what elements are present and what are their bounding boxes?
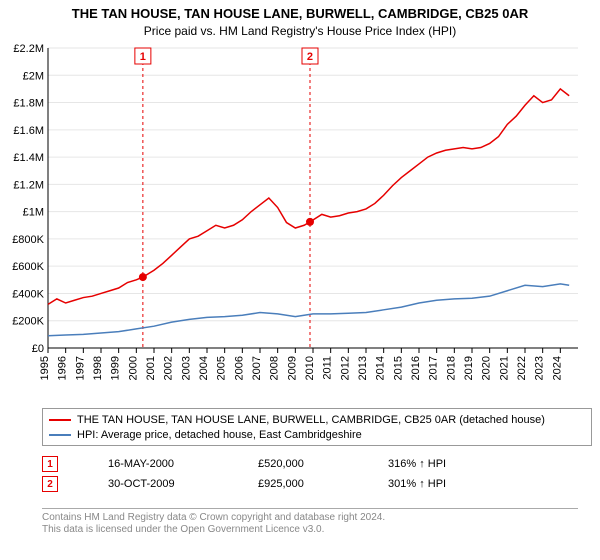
- svg-text:1995: 1995: [39, 356, 51, 380]
- svg-text:£1.6M: £1.6M: [13, 125, 44, 137]
- svg-text:£200K: £200K: [12, 316, 44, 328]
- svg-text:2020: 2020: [481, 356, 493, 380]
- svg-text:2019: 2019: [463, 356, 475, 380]
- sale-price: £520,000: [258, 458, 338, 470]
- footer-line1: Contains HM Land Registry data © Crown c…: [42, 512, 578, 524]
- svg-text:2008: 2008: [269, 356, 281, 380]
- svg-text:2: 2: [307, 51, 313, 63]
- svg-text:2012: 2012: [339, 356, 351, 380]
- svg-text:1999: 1999: [110, 356, 122, 380]
- svg-text:£1.2M: £1.2M: [13, 179, 44, 191]
- svg-text:2001: 2001: [145, 356, 157, 380]
- svg-text:2018: 2018: [445, 356, 457, 380]
- sale-marker: 2: [42, 476, 58, 492]
- chart-subtitle: Price paid vs. HM Land Registry's House …: [0, 24, 600, 38]
- svg-text:2010: 2010: [304, 356, 316, 380]
- chart-title: THE TAN HOUSE, TAN HOUSE LANE, BURWELL, …: [0, 6, 600, 21]
- svg-text:2021: 2021: [498, 356, 510, 380]
- svg-text:1998: 1998: [92, 356, 104, 380]
- sale-pct: 301% ↑ HPI: [388, 478, 446, 490]
- svg-text:2005: 2005: [216, 356, 228, 380]
- svg-text:1997: 1997: [74, 356, 86, 380]
- svg-text:2011: 2011: [322, 356, 334, 380]
- legend-item: THE TAN HOUSE, TAN HOUSE LANE, BURWELL, …: [49, 412, 585, 427]
- svg-text:£2M: £2M: [23, 70, 44, 82]
- legend: THE TAN HOUSE, TAN HOUSE LANE, BURWELL, …: [42, 408, 592, 446]
- sale-price: £925,000: [258, 478, 338, 490]
- footer: Contains HM Land Registry data © Crown c…: [42, 508, 578, 536]
- svg-text:£1.4M: £1.4M: [13, 152, 44, 164]
- svg-text:1996: 1996: [57, 356, 69, 380]
- svg-text:£1.8M: £1.8M: [13, 98, 44, 110]
- sale-date: 30-OCT-2009: [108, 478, 208, 490]
- svg-text:1: 1: [140, 51, 146, 63]
- svg-text:2006: 2006: [233, 356, 245, 380]
- sale-date: 16-MAY-2000: [108, 458, 208, 470]
- svg-text:2023: 2023: [534, 356, 546, 380]
- svg-text:2004: 2004: [198, 356, 210, 380]
- legend-label: HPI: Average price, detached house, East…: [77, 429, 362, 441]
- svg-text:£1M: £1M: [23, 207, 44, 219]
- svg-text:2013: 2013: [357, 356, 369, 380]
- svg-text:£800K: £800K: [12, 234, 44, 246]
- footer-line2: This data is licensed under the Open Gov…: [42, 524, 578, 536]
- svg-text:£0: £0: [32, 343, 44, 355]
- sale-row: 2 30-OCT-2009 £925,000 301% ↑ HPI: [42, 474, 578, 494]
- svg-text:£2.2M: £2.2M: [13, 44, 44, 55]
- svg-text:2016: 2016: [410, 356, 422, 380]
- svg-text:£400K: £400K: [12, 288, 44, 300]
- svg-text:2014: 2014: [375, 356, 387, 380]
- svg-text:2017: 2017: [428, 356, 440, 380]
- svg-text:2022: 2022: [516, 356, 528, 380]
- svg-text:2024: 2024: [551, 356, 563, 380]
- sale-marker: 1: [42, 456, 58, 472]
- svg-text:2009: 2009: [286, 356, 298, 380]
- svg-text:2007: 2007: [251, 356, 263, 380]
- sale-pct: 316% ↑ HPI: [388, 458, 446, 470]
- svg-text:£600K: £600K: [12, 261, 44, 273]
- legend-swatch: [49, 419, 71, 421]
- svg-text:2000: 2000: [127, 356, 139, 380]
- price-chart: £0 £200K £400K £600K £800K £1M £1.2M £1.4M £1.6M…: [0, 44, 600, 404]
- svg-text:2015: 2015: [392, 356, 404, 380]
- svg-text:2003: 2003: [180, 356, 192, 380]
- legend-label: THE TAN HOUSE, TAN HOUSE LANE, BURWELL, …: [77, 414, 545, 426]
- legend-swatch: [49, 434, 71, 436]
- svg-text:2002: 2002: [163, 356, 175, 380]
- sale-records: 1 16-MAY-2000 £520,000 316% ↑ HPI 2 30-OCT-20…: [42, 454, 578, 494]
- legend-item: HPI: Average price, detached house, East…: [49, 427, 585, 442]
- sale-row: 1 16-MAY-2000 £520,000 316% ↑ HPI: [42, 454, 578, 474]
